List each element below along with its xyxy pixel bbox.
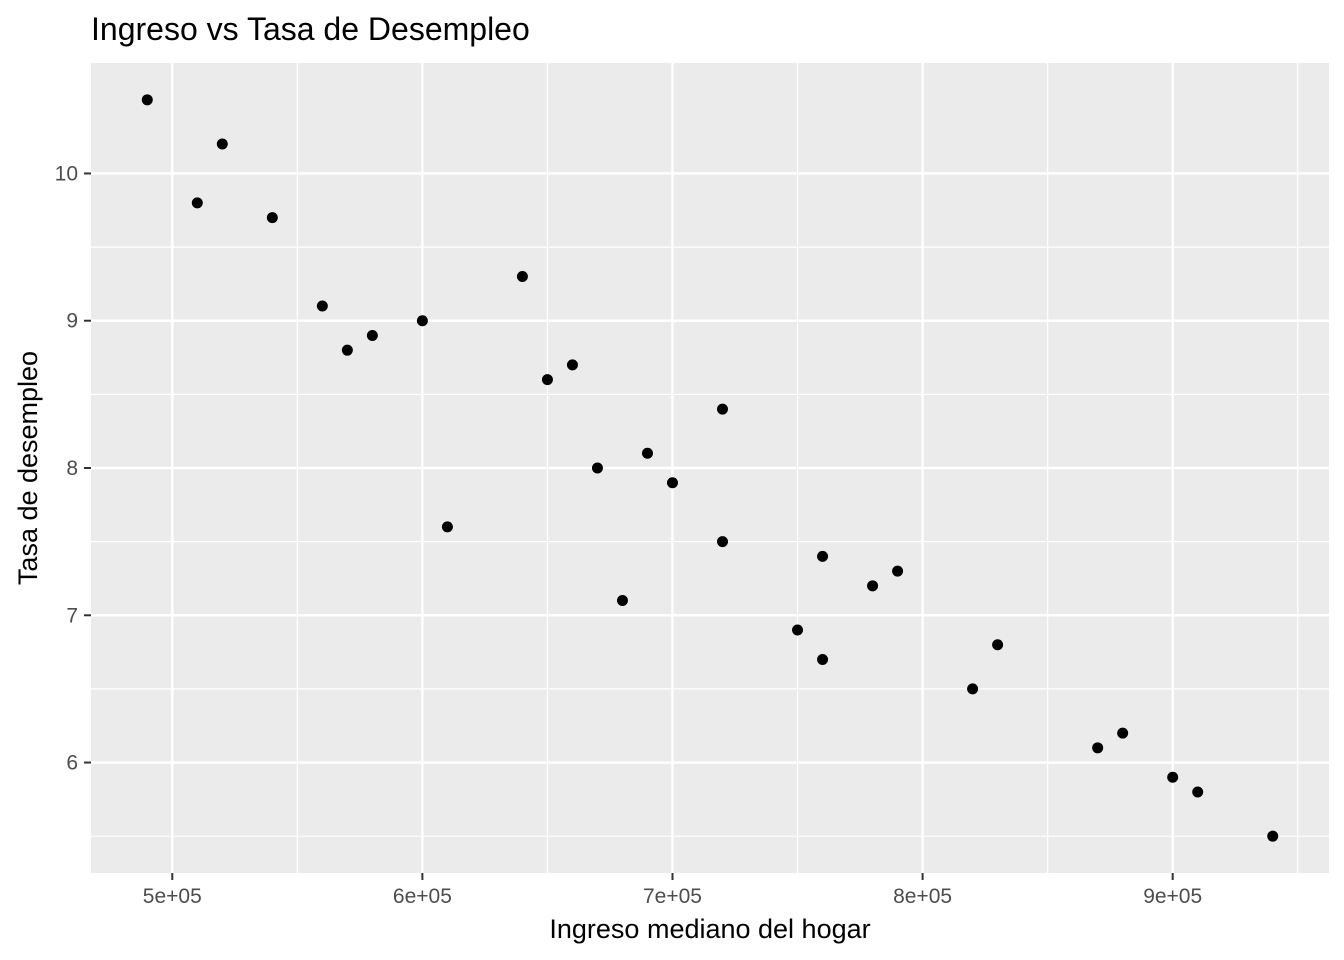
data-point [666,477,678,489]
chart-title: Ingreso vs Tasa de Desempleo [91,11,530,47]
data-point [867,580,879,592]
data-point [717,536,729,548]
data-point [1267,830,1279,842]
data-point [641,447,653,459]
data-point [191,197,203,209]
x-tick-label: 7e+05 [643,885,702,908]
x-axis-title: Ingreso mediano del hogar [549,914,870,944]
data-point [366,329,378,341]
y-tick-label: 6 [66,752,78,775]
y-axis-title: Tasa de desempleo [13,351,43,585]
data-point [441,521,453,533]
x-tick-label: 5e+05 [143,885,202,908]
data-point [817,550,829,562]
data-point [1167,771,1179,783]
data-point [717,403,729,415]
data-point [516,271,528,283]
data-point [892,565,904,577]
data-point [792,624,804,636]
y-tick-label: 9 [66,310,78,333]
y-tick-label: 8 [66,457,78,480]
data-point [416,315,428,327]
x-tick-label: 9e+05 [1143,885,1202,908]
data-point [992,639,1004,651]
x-axis: 5e+05 6e+05 7e+05 8e+05 9e+05 [143,873,1202,908]
data-point [316,300,328,312]
data-point [566,359,578,371]
x-tick-label: 8e+05 [893,885,952,908]
y-axis: 6 7 8 9 10 [55,162,91,775]
data-point [591,462,603,474]
data-point [541,374,553,386]
data-points [141,94,1279,842]
x-tick-label: 6e+05 [393,885,452,908]
data-point [1192,786,1204,798]
data-point [216,138,228,150]
data-point [141,94,153,106]
major-gridlines [91,63,1329,873]
data-point [967,683,979,695]
data-point [341,344,353,356]
y-tick-label: 10 [55,162,78,185]
data-point [1092,742,1104,754]
data-point [616,595,628,607]
data-point [266,212,278,224]
data-point [817,653,829,665]
y-tick-label: 7 [66,604,78,627]
data-point [1117,727,1129,739]
